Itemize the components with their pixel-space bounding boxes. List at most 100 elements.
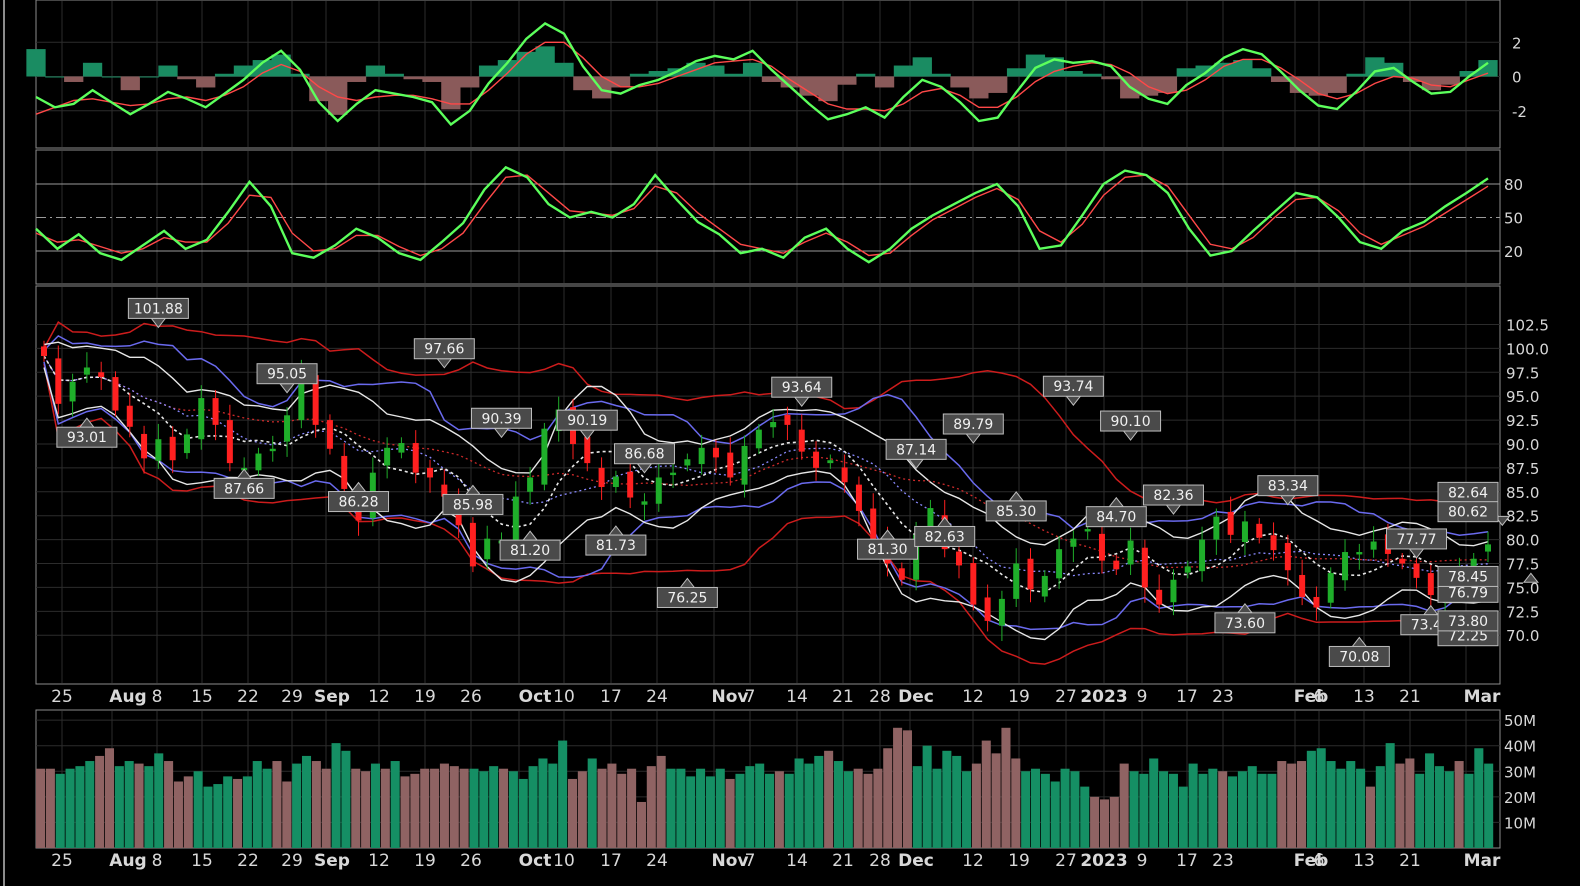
volume-bar [164, 761, 174, 848]
candle-up [770, 421, 777, 428]
callout-box [328, 491, 390, 513]
date-tick-label: 19 [414, 687, 436, 707]
volume-bar [420, 768, 430, 848]
price-callout-label: 89.79 [953, 417, 993, 433]
callout-box [613, 443, 675, 465]
histogram-bar [252, 60, 272, 77]
callout-box [656, 586, 718, 608]
volume-bar [696, 768, 706, 848]
candle-up [183, 434, 190, 454]
histogram-bar [101, 76, 122, 78]
candle-down [1256, 523, 1263, 538]
date-tick-label: 2023 [1080, 687, 1127, 707]
price-callout-label: 81.30 [867, 542, 907, 558]
candle-up [1241, 521, 1248, 542]
date-tick-label: Nov [712, 687, 749, 707]
histogram-bar [271, 54, 291, 77]
price-callout-label: 85.98 [453, 497, 493, 513]
candle-down [1098, 533, 1105, 561]
volume-bar [430, 768, 440, 848]
volume-bar [1405, 758, 1415, 848]
volume-bar [410, 773, 420, 848]
volume-bar [676, 768, 686, 848]
candle-down [1284, 542, 1291, 571]
channel-upper-line [43, 341, 1489, 547]
volume-bar [1474, 748, 1484, 848]
price-callout-label: 81.20 [510, 543, 550, 559]
candle-up [1356, 552, 1363, 555]
candle-down [1270, 535, 1277, 551]
histogram-bar [214, 73, 235, 77]
volume-bar [104, 748, 115, 848]
callout-box [771, 376, 833, 398]
volume-bar [1178, 786, 1188, 848]
volume-bar [1356, 768, 1366, 848]
callout-box [1142, 484, 1204, 506]
date-tick-label: 6 [1314, 687, 1325, 707]
histogram-bar [950, 76, 970, 88]
date-tick-label: 21 [1399, 687, 1421, 707]
candle-up [269, 448, 276, 452]
candle-down [469, 522, 476, 567]
candle-up [1056, 549, 1063, 579]
histogram-bar [1195, 65, 1215, 77]
histogram-bar [837, 76, 857, 85]
volume-bar [804, 763, 814, 848]
candle-down [212, 398, 219, 425]
candle-down [1313, 596, 1320, 608]
volume-bar [183, 776, 193, 848]
candle-up [69, 381, 76, 402]
price-callout-label: 81.73 [596, 538, 636, 554]
volume-bar [902, 730, 912, 848]
histogram-bar [64, 76, 84, 82]
histogram-bar [290, 73, 310, 77]
candle-up [1213, 516, 1220, 540]
histogram-bar [1006, 68, 1027, 77]
histogram-bar [629, 73, 650, 77]
candle-up [612, 476, 619, 488]
histogram-bar [1025, 54, 1046, 77]
volume-bar [705, 776, 715, 848]
histogram-bar [26, 49, 46, 77]
price-callout-label: 85.30 [996, 504, 1036, 520]
candle-down [1227, 511, 1234, 535]
histogram-bar [1384, 62, 1404, 77]
y-tick-label: 20M [1504, 789, 1536, 807]
volume-bar [292, 763, 302, 848]
callout-box [1085, 506, 1147, 528]
callout-box [1328, 645, 1390, 667]
date-tick-label: 13 [1353, 687, 1375, 707]
callout-box [56, 426, 118, 448]
candle-down [1413, 563, 1420, 578]
volume-bar [449, 766, 459, 848]
date-tick-label: 14 [786, 687, 808, 707]
volume-bar [597, 768, 607, 848]
volume-bar [617, 773, 627, 848]
candle-up [998, 598, 1005, 626]
histogram-bar [196, 76, 216, 88]
volume-bar [311, 761, 321, 848]
price-callout-label: 93.64 [782, 380, 822, 396]
candle-down [1299, 574, 1306, 597]
volume-bar [36, 768, 46, 848]
date-tick-label: Dec [898, 851, 934, 871]
date-tick-label: 15 [191, 687, 213, 707]
price-callout-label: 78.45 [1448, 569, 1488, 585]
volume-bar [262, 768, 272, 848]
candle-up [284, 415, 291, 442]
volume-bar [1040, 773, 1050, 848]
volume-bar [193, 771, 203, 848]
candle-down [727, 452, 734, 478]
histogram-bar [705, 65, 725, 77]
y-tick-label: 92.5 [1506, 412, 1539, 430]
date-tick-label: 17 [600, 851, 622, 871]
volume-bar [952, 755, 962, 848]
volume-bar [1296, 761, 1307, 848]
candle-up [1070, 538, 1077, 547]
candle-down [412, 443, 419, 473]
candle-down [870, 508, 877, 545]
candle-up [1199, 539, 1206, 572]
histogram-bar [1365, 57, 1385, 77]
volume-bar [1208, 768, 1218, 848]
y-tick-label: 85.0 [1506, 484, 1539, 502]
